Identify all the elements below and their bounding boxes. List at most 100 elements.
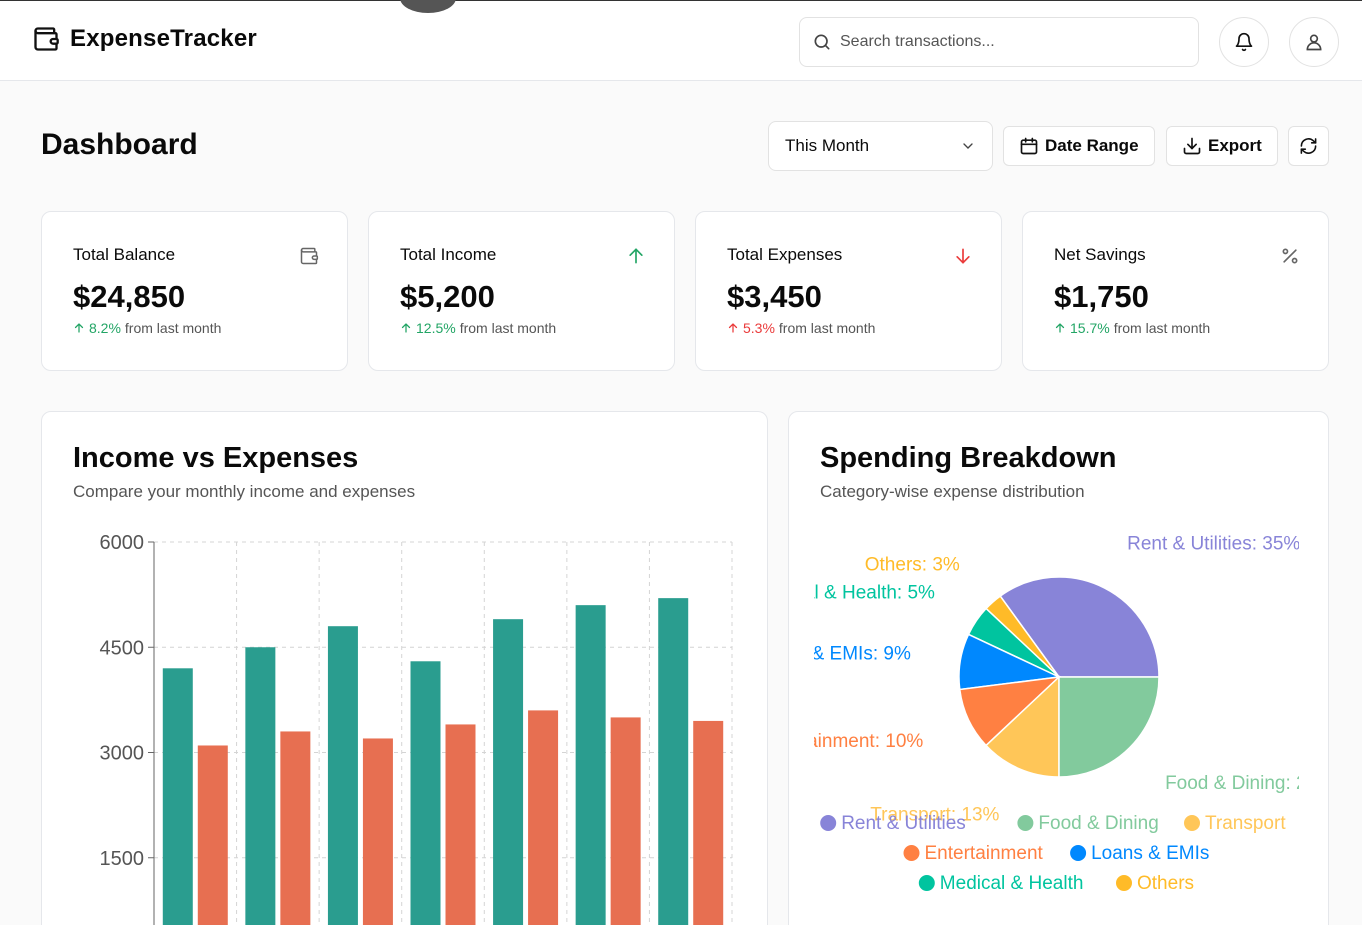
income-bar[interactable] — [327, 626, 358, 925]
percent-icon — [1282, 248, 1298, 264]
search-box[interactable] — [799, 17, 1199, 67]
arrow-up-icon — [629, 248, 643, 264]
stat-change: 8.2% from last month — [73, 320, 221, 336]
stat-value: $5,200 — [400, 279, 495, 314]
stat-value: $1,750 — [1054, 279, 1149, 314]
legend-swatch — [903, 845, 920, 861]
legend-row: Rent & Utilities Food & Dining Transport — [820, 813, 1286, 834]
expense-bar[interactable] — [280, 731, 311, 925]
income-bar[interactable] — [410, 661, 441, 925]
legend-swatch — [1017, 815, 1034, 831]
brand[interactable]: ExpenseTracker — [32, 25, 257, 53]
pie-slice-transport[interactable] — [985, 675, 1060, 778]
legend-item-medical-and-health[interactable]: Medical & Health — [918, 873, 1084, 894]
refresh-button[interactable] — [1288, 126, 1329, 166]
legend-label: Rent & Utilities — [841, 813, 966, 834]
pie-label: Medical & Health: 5% — [789, 583, 935, 604]
legend-swatch — [918, 875, 935, 891]
legend-swatch — [820, 815, 837, 831]
chart-subtitle: Category-wise expense distribution — [820, 482, 1085, 501]
user-icon — [1306, 34, 1322, 51]
pie-labels: Rent & Utilities: 35% Others: 3% Medical &… — [789, 533, 1300, 826]
income-bar[interactable] — [162, 668, 193, 925]
legend-label: Transport — [1205, 813, 1286, 834]
stat-change-percent: 8.2% — [89, 320, 121, 336]
search-icon — [814, 34, 830, 50]
legend-row: Entertainment Loans & EMIs — [903, 843, 1209, 864]
bar-chart: 1500 3000 4500 6000 — [100, 532, 733, 925]
income-vs-expenses-card: Income vs Expenses Compare your monthly … — [41, 411, 768, 925]
chart-subtitle: Compare your monthly income and expenses — [73, 482, 416, 501]
arrow-up-icon — [728, 323, 738, 333]
app-name: ExpenseTracker — [70, 25, 257, 52]
stat-value: $24,850 — [73, 279, 186, 314]
legend-swatch — [1116, 875, 1132, 891]
chart-title: Income vs Expenses — [73, 442, 359, 474]
legend-label: Loans & EMIs — [1091, 843, 1209, 864]
stat-card-total-income[interactable]: Total Income $5,200 12.5% from last mont… — [368, 211, 675, 371]
stat-change: 5.3% from last month — [727, 320, 875, 336]
income-bar[interactable] — [245, 647, 276, 925]
income-bar[interactable] — [493, 619, 524, 925]
pie-label: Loans & EMIs: 9% — [789, 644, 911, 665]
wallet-icon — [34, 27, 59, 51]
pie-slice-food-and-dining[interactable] — [1058, 676, 1160, 778]
stat-card-total-expenses[interactable]: Total Expenses $3,450 5.3% from last mon… — [695, 211, 1002, 371]
search-input[interactable] — [840, 33, 1180, 51]
stat-change: 15.7% from last month — [1054, 320, 1210, 336]
profile-button[interactable] — [1289, 17, 1339, 67]
period-select[interactable]: This Month — [768, 121, 993, 171]
legend-item-food-and-dining[interactable]: Food & Dining — [1017, 813, 1159, 834]
arrow-down-icon — [956, 248, 970, 264]
chevron-down-icon — [963, 143, 973, 149]
income-bar[interactable] — [658, 598, 689, 925]
expense-bar[interactable] — [610, 717, 641, 925]
expense-bar[interactable] — [445, 724, 476, 925]
y-tick-label: 4500 — [100, 637, 145, 659]
arrow-up-icon — [401, 323, 411, 333]
date-range-button[interactable]: Date Range — [1003, 126, 1155, 166]
bell-icon — [1235, 32, 1253, 52]
expense-bar[interactable] — [197, 745, 228, 925]
income-bar[interactable] — [575, 605, 606, 925]
legend-label: Entertainment — [925, 843, 1044, 864]
stat-change-suffix: from last month — [1113, 320, 1211, 336]
legend-item-entertainment[interactable]: Entertainment — [903, 843, 1044, 864]
stat-change-suffix: from last month — [459, 320, 557, 336]
expense-bar[interactable] — [693, 720, 724, 925]
pie-label: Rent & Utilities: 35% — [1127, 533, 1300, 554]
expense-bar[interactable] — [528, 710, 559, 925]
legend-item-rent-and-utilities[interactable]: Rent & Utilities — [820, 813, 966, 834]
period-select-value: This Month — [785, 136, 870, 155]
export-label: Export — [1208, 136, 1262, 155]
notifications-button[interactable] — [1219, 17, 1269, 67]
pie-slice-rent-and-utilities[interactable] — [999, 576, 1160, 678]
legend-swatch — [1184, 815, 1200, 831]
stat-change-percent: 15.7% — [1070, 320, 1110, 336]
expense-bar[interactable] — [362, 738, 393, 925]
legend-item-others[interactable]: Others — [1116, 873, 1194, 894]
stat-change: 12.5% from last month — [400, 320, 556, 336]
stat-card-total-balance[interactable]: Total Balance $24,850 8.2% from last mon… — [41, 211, 348, 371]
stat-card-net-savings[interactable]: Net Savings $1,750 15.7% from last month — [1022, 211, 1329, 371]
legend-label: Food & Dining — [1038, 813, 1158, 834]
pie-label: Transport: 13% — [870, 805, 999, 826]
pie-label: Others: 3% — [865, 554, 960, 575]
y-tick-label: 6000 — [100, 532, 145, 554]
export-button[interactable]: Export — [1166, 126, 1278, 166]
window-notch — [400, 0, 456, 13]
legend-label: Medical & Health — [940, 873, 1084, 894]
date-range-label: Date Range — [1045, 136, 1139, 155]
calendar-icon — [1020, 137, 1038, 155]
top-bar: ExpenseTracker — [0, 0, 1362, 81]
legend-swatch — [1070, 845, 1087, 861]
y-tick-label: 3000 — [100, 743, 145, 765]
legend-item-transport[interactable]: Transport — [1184, 813, 1286, 834]
stat-label: Total Balance — [73, 245, 176, 264]
stat-change-suffix: from last month — [124, 320, 222, 336]
chart-title: Spending Breakdown — [820, 442, 1117, 474]
stat-change-percent: 5.3% — [743, 320, 775, 336]
legend-item-loans-and-emis[interactable]: Loans & EMIs — [1070, 843, 1209, 864]
stat-label: Net Savings — [1054, 245, 1146, 264]
stat-change-percent: 12.5% — [416, 320, 456, 336]
